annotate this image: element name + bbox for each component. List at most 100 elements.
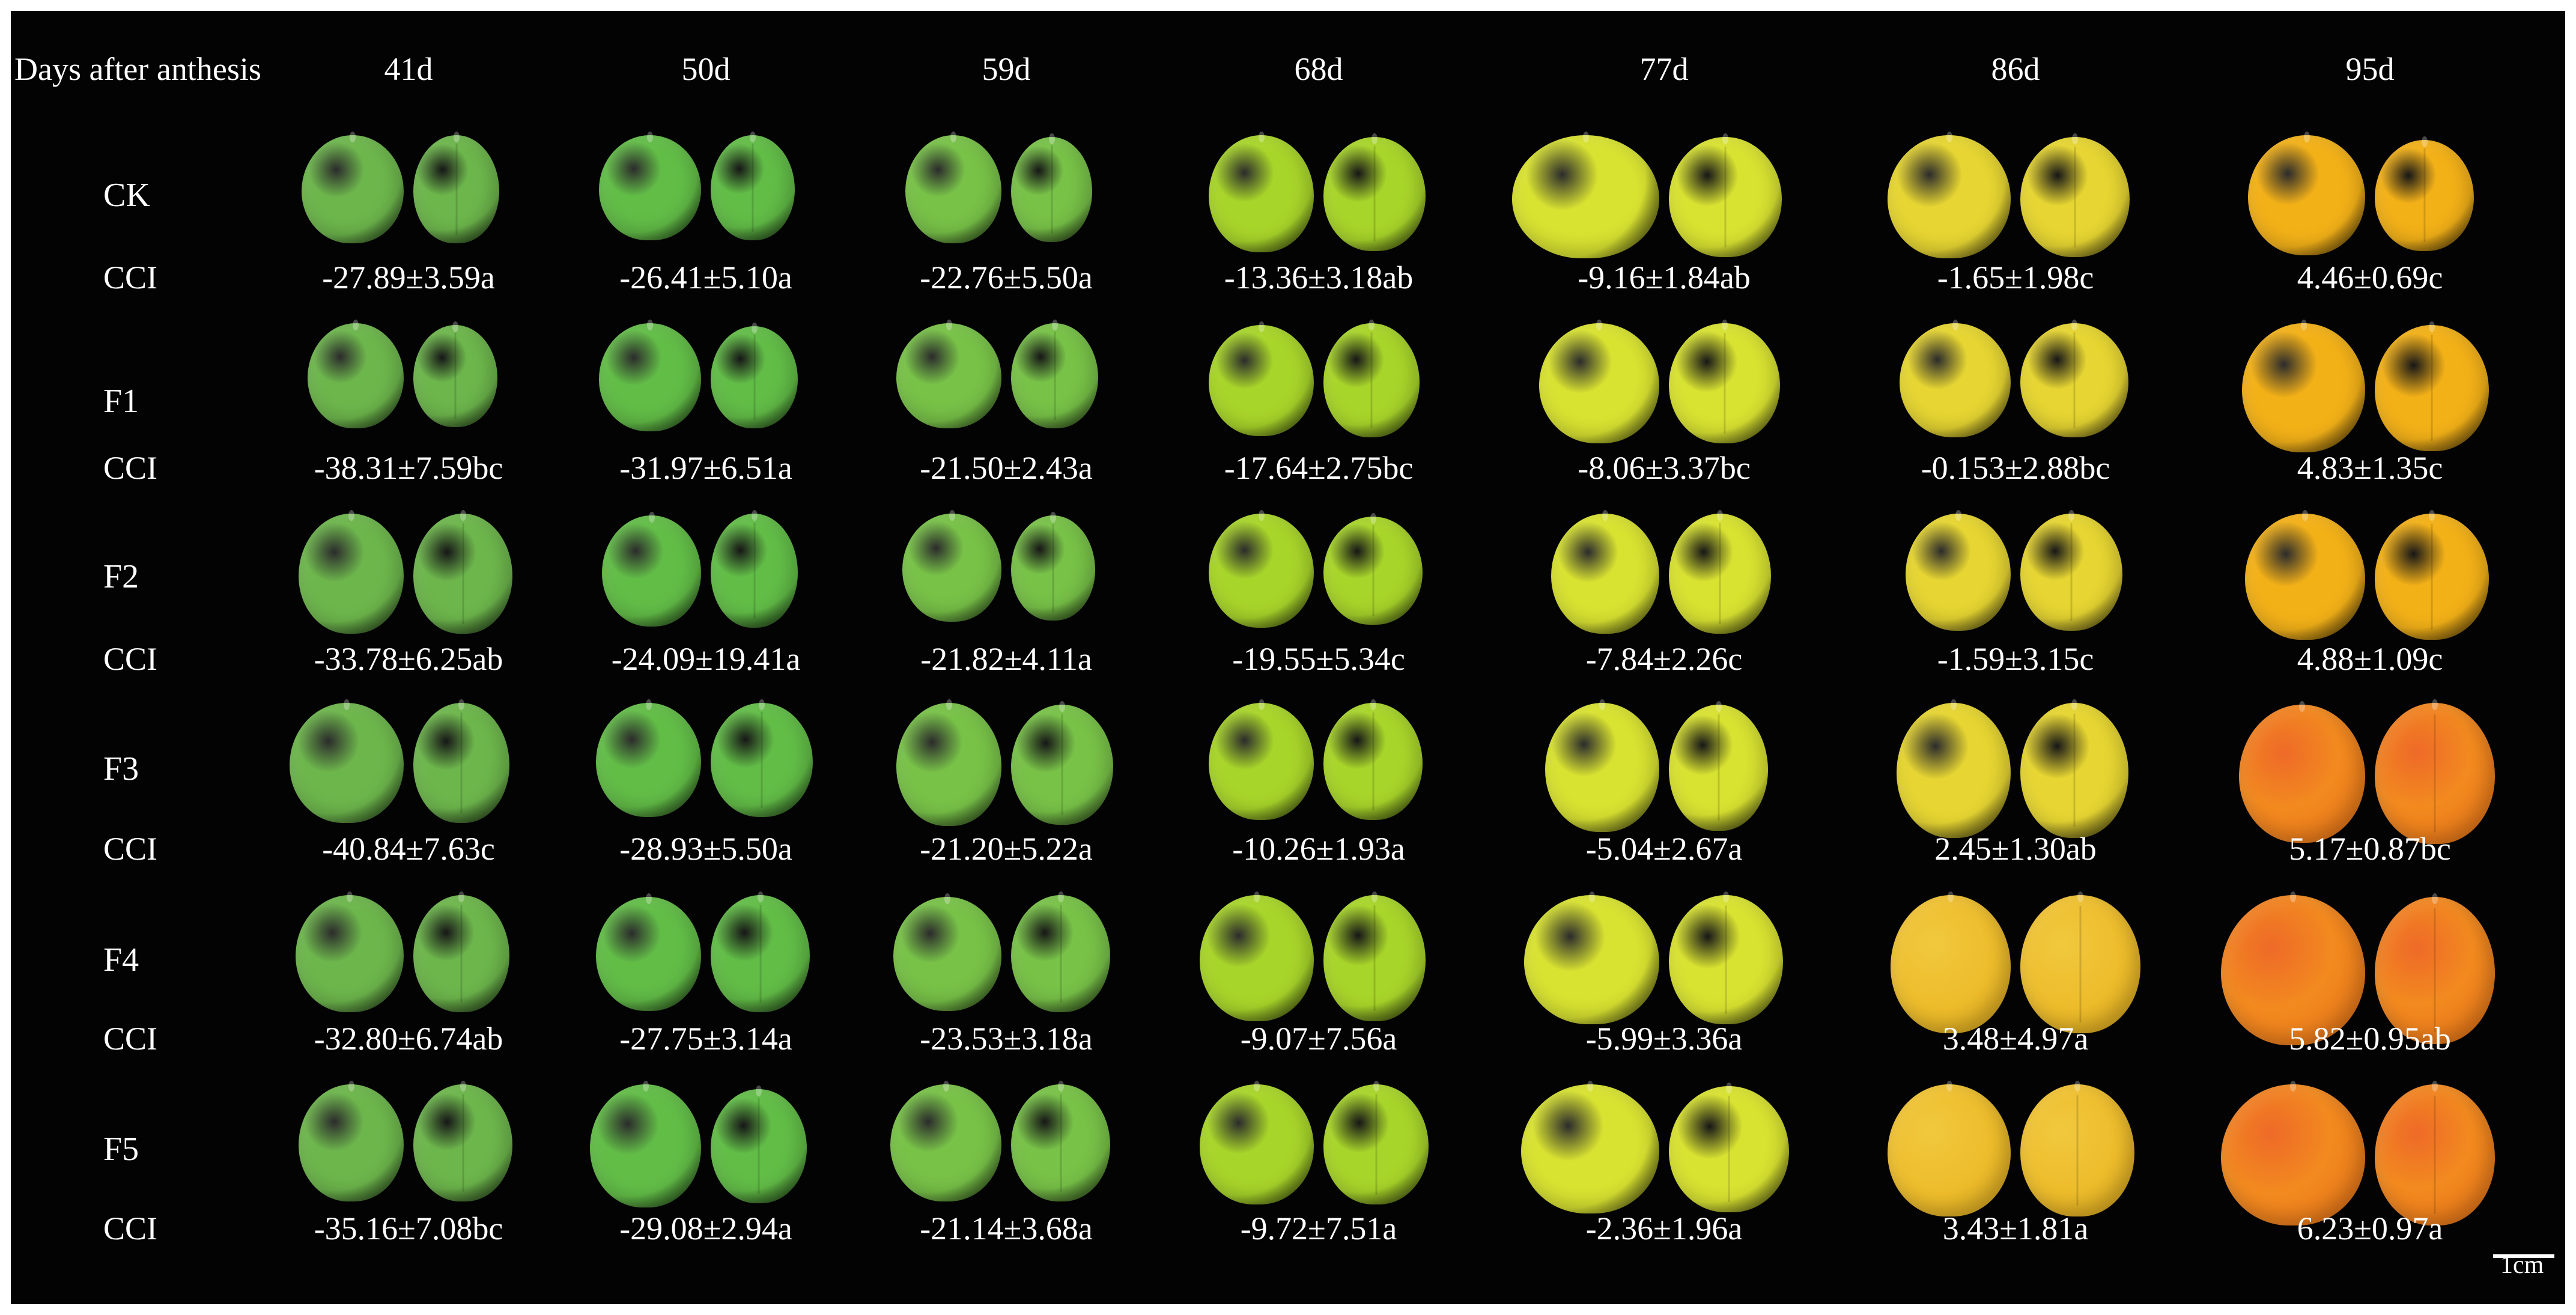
fruit-photo-f3-86d-left xyxy=(1897,703,2011,838)
day-86: 86d xyxy=(1991,51,2040,87)
cci-label: CCI xyxy=(103,641,158,677)
cci-value-f2-86d: -1.59±3.15c xyxy=(1937,641,2094,677)
fruit-photo-f2-41d-left xyxy=(299,514,404,634)
fruit-photo-f2-68d-right xyxy=(1323,517,1423,625)
fruit-photo-f3-68d-left xyxy=(1209,703,1314,820)
cci-value-ck-50d: -26.41±5.10a xyxy=(619,260,792,296)
fruit-photo-f2-95d-right xyxy=(2375,514,2489,640)
cci-value-f2-95d: 4.88±1.09c xyxy=(2297,641,2443,677)
fruit-photo-f4-77d-right xyxy=(1669,895,1783,1024)
fruit-photo-f3-95d-left xyxy=(2239,704,2365,843)
fruit-photo-ck-41d-right xyxy=(413,135,499,243)
fruit-photo-f5-68d-left xyxy=(1200,1084,1314,1204)
cci-value-f3-77d: -5.04±2.67a xyxy=(1585,831,1743,867)
cci-label: CCI xyxy=(103,450,158,486)
cci-value-f1-95d: 4.83±1.35c xyxy=(2297,450,2443,486)
fruit-photo-f5-86d-left xyxy=(1888,1084,2011,1216)
cci-value-ck-59d: -22.76±5.50a xyxy=(920,260,1093,296)
fruit-photo-f1-86d-left xyxy=(1900,323,2011,437)
cci-label: CCI xyxy=(103,1210,158,1247)
fruit-photo-ck-68d-left xyxy=(1209,135,1314,252)
treatment-label-f4: F4 xyxy=(103,941,139,979)
fruit-photo-f4-50d-left xyxy=(596,896,701,1011)
fruit-photo-ck-95d-right xyxy=(2375,139,2474,251)
cci-value-f2-59d: -21.82±4.11a xyxy=(920,641,1092,677)
fruit-photo-f4-59d-right xyxy=(1011,895,1110,1012)
fruit-photo-f5-41d-left xyxy=(299,1084,404,1201)
treatment-label-ck: CK xyxy=(103,177,150,214)
cci-value-f4-68d: -9.07±7.56a xyxy=(1240,1021,1397,1057)
fruit-photo-f3-50d-right xyxy=(711,703,813,817)
fruit-photo-f2-77d-right xyxy=(1669,514,1771,634)
cci-value-ck-77d: -9.16±1.84ab xyxy=(1578,260,1751,296)
fruit-photo-ck-50d-left xyxy=(599,135,701,240)
fruit-photo-f3-41d-right xyxy=(413,703,509,823)
fruit-photo-f2-50d-right xyxy=(711,514,798,628)
cci-value-f3-86d: 2.45±1.30ab xyxy=(1934,831,2097,867)
day-77: 77d xyxy=(1639,51,1689,87)
cci-value-f2-50d: -24.09±19.41a xyxy=(611,641,801,677)
fruit-photo-f3-59d-right xyxy=(1011,704,1113,825)
fruit-photo-f1-41d-right xyxy=(413,324,497,427)
fruit-photo-f4-41d-right xyxy=(413,895,509,1012)
scale-bar xyxy=(2493,1254,2554,1258)
cci-value-ck-86d: -1.65±1.98c xyxy=(1937,260,2094,296)
fruit-photo-f3-41d-left xyxy=(290,703,404,823)
fruit-photo-f4-68d-left xyxy=(1200,895,1314,1021)
fruit-photo-f1-77d-left xyxy=(1539,323,1659,443)
fruit-photo-f5-77d-left xyxy=(1521,1084,1659,1213)
fruit-photo-f5-59d-right xyxy=(1011,1084,1110,1201)
fruit-photo-ck-59d-left xyxy=(905,135,1001,243)
cci-value-f3-41d: -40.84±7.63c xyxy=(322,831,495,867)
fruit-photo-f1-86d-right xyxy=(2020,323,2128,437)
cci-label: CCI xyxy=(103,831,158,867)
fruit-photo-f2-59d-left xyxy=(902,514,1001,622)
fruit-photo-f1-77d-right xyxy=(1669,323,1780,443)
cci-value-f2-77d: -7.84±2.26c xyxy=(1585,641,1743,677)
fruit-photo-f5-41d-right xyxy=(413,1084,512,1201)
fruit-photo-ck-59d-right xyxy=(1011,136,1092,242)
fruit-photo-f1-59d-right xyxy=(1011,323,1098,428)
cci-value-f3-59d: -21.20±5.22a xyxy=(920,831,1093,867)
fruit-photo-ck-86d-left xyxy=(1888,135,2011,258)
cci-value-f5-41d: -35.16±7.08bc xyxy=(314,1210,503,1247)
fruit-photo-f2-86d-left xyxy=(1906,514,2011,631)
fruit-photo-ck-77d-left xyxy=(1512,135,1659,258)
fruit-photo-f4-68d-right xyxy=(1323,895,1426,1021)
fruit-photo-f5-50d-left xyxy=(590,1084,701,1207)
fruit-photo-f4-86d-left xyxy=(1891,895,2011,1033)
fruit-photo-f2-41d-right xyxy=(413,514,512,634)
fruit-photo-f3-50d-left xyxy=(596,703,701,817)
fruit-photo-ck-50d-right xyxy=(711,135,795,240)
fruit-photo-f1-68d-left xyxy=(1209,324,1314,436)
day-95: 95d xyxy=(2345,51,2395,87)
fruit-photo-f1-95d-left xyxy=(2242,323,2365,452)
cci-value-f3-68d: -10.26±1.93a xyxy=(1232,831,1405,867)
fruit-photo-f2-50d-left xyxy=(602,515,701,627)
fruit-photo-f5-68d-right xyxy=(1323,1084,1429,1204)
cci-value-f1-59d: -21.50±2.43a xyxy=(920,450,1093,486)
fruit-photo-f1-50d-left xyxy=(599,323,701,431)
cci-value-f1-86d: -0.153±2.88bc xyxy=(1921,450,2110,486)
cci-value-f4-50d: -27.75±3.14a xyxy=(619,1021,792,1057)
fruit-photo-f1-95d-right xyxy=(2375,324,2489,451)
cci-value-f5-95d: 6.23±0.97a xyxy=(2297,1210,2443,1247)
cci-value-f4-41d: -32.80±6.74ab xyxy=(314,1021,503,1057)
fruit-photo-f1-68d-right xyxy=(1323,323,1420,437)
fruit-photo-f1-59d-left xyxy=(896,323,1001,428)
day-59: 59d xyxy=(982,51,1031,87)
fruit-photo-f5-86d-right xyxy=(2020,1084,2134,1216)
fruit-photo-f4-50d-right xyxy=(711,895,810,1012)
cci-value-f1-77d: -8.06±3.37bc xyxy=(1578,450,1751,486)
fruit-photo-f4-95d-right xyxy=(2375,896,2495,1044)
fruit-photo-ck-41d-left xyxy=(302,135,404,243)
fruit-photo-f3-95d-right xyxy=(2375,703,2495,844)
treatment-label-f5: F5 xyxy=(103,1131,139,1168)
cci-value-f5-86d: 3.43±1.81a xyxy=(1942,1210,2089,1247)
fruit-photo-ck-77d-right xyxy=(1669,136,1782,257)
cci-value-f1-68d: -17.64±2.75bc xyxy=(1224,450,1414,486)
cci-value-f2-68d: -19.55±5.34c xyxy=(1232,641,1405,677)
fruit-photo-f4-95d-left xyxy=(2221,895,2365,1045)
fruit-photo-ck-95d-left xyxy=(2248,135,2365,255)
fruit-photo-f5-59d-left xyxy=(890,1084,1001,1201)
